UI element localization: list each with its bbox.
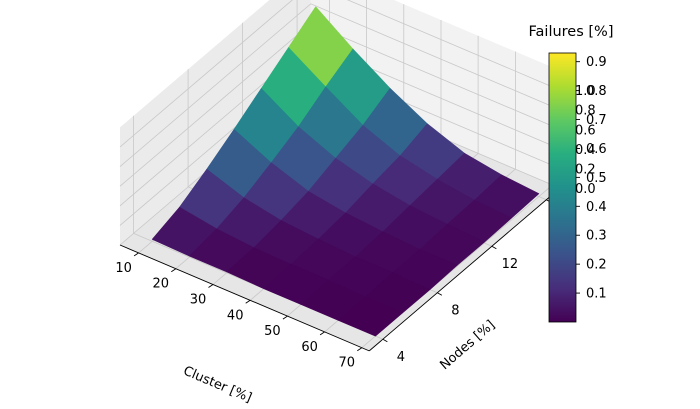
x-tick-label: 50 bbox=[264, 324, 281, 339]
y-axis-label: Nodes [%] bbox=[437, 318, 498, 374]
z-tick-label: 1.0 bbox=[575, 84, 596, 99]
colorbar-title: Failures [%] bbox=[529, 24, 614, 40]
y-tick-label: 8 bbox=[451, 304, 459, 319]
x-tick-mark bbox=[171, 268, 177, 273]
z-tick-label: 0.4 bbox=[575, 143, 596, 158]
colorbar-tick-label: 0.6 bbox=[586, 142, 607, 157]
z-tick-label: 0.2 bbox=[575, 163, 596, 178]
y-tick-label: 4 bbox=[397, 350, 405, 365]
colorbar-tick-label: 0.2 bbox=[586, 258, 607, 273]
colorbar-tick-label: 0.7 bbox=[586, 113, 607, 128]
colorbar-tick-label: 0.3 bbox=[586, 229, 607, 244]
x-tick-label: 20 bbox=[153, 277, 170, 292]
x-tick-label: 70 bbox=[339, 356, 356, 371]
y-tick-mark bbox=[437, 292, 443, 296]
z-tick-label: 0.6 bbox=[575, 123, 596, 138]
x-tick-mark bbox=[208, 284, 214, 288]
z-tick-label: 0.0 bbox=[575, 182, 596, 197]
left-pane bbox=[120, 0, 311, 245]
grid-line-z bbox=[119, 0, 561, 148]
colorbar-gradient bbox=[548, 52, 577, 323]
colorbar-tick-label: 0.5 bbox=[586, 171, 607, 186]
y-tick-mark bbox=[491, 245, 497, 250]
z-tick-label: 0.8 bbox=[575, 104, 596, 119]
x-axis-line bbox=[119, 244, 370, 352]
x-tick-mark bbox=[133, 252, 139, 257]
grid-line-z bbox=[119, 3, 561, 167]
y-axis-line bbox=[368, 187, 561, 352]
back-pane bbox=[310, 0, 560, 189]
colorbar: Failures [%]0.10.20.30.40.50.60.70.80.9 bbox=[529, 24, 614, 323]
x-tick-mark bbox=[245, 299, 251, 304]
colorbar-tick-label: 0.4 bbox=[586, 200, 607, 215]
x-tick-label: 40 bbox=[227, 308, 244, 323]
colorbar-tick-label: 0.8 bbox=[586, 84, 607, 99]
y-tick-mark bbox=[382, 338, 388, 343]
surface-patch bbox=[337, 296, 404, 337]
x-tick-mark bbox=[357, 347, 363, 352]
x-tick-mark bbox=[319, 331, 325, 336]
x-tick-label: 10 bbox=[115, 261, 132, 276]
x-tick-mark bbox=[282, 315, 288, 320]
colorbar-tick-label: 0.9 bbox=[586, 55, 607, 70]
x-axis-label: Cluster [%] bbox=[181, 364, 254, 406]
y-tick-label: 12 bbox=[502, 257, 519, 272]
colorbar-tick-label: 0.1 bbox=[586, 287, 607, 302]
x-tick-label: 30 bbox=[190, 293, 207, 308]
x-tick-label: 60 bbox=[301, 340, 318, 355]
surface bbox=[151, 6, 540, 337]
